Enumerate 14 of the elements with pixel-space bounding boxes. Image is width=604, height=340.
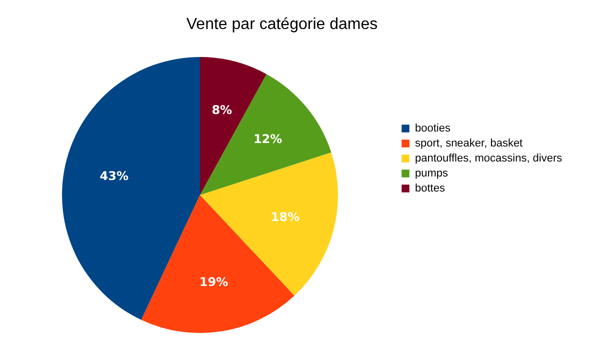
data-label: 12%	[253, 132, 282, 146]
chart-title: Vente par catégorie dames	[186, 16, 378, 33]
legend-label: bottes	[415, 182, 446, 194]
pie-slice	[200, 74, 332, 195]
data-label: 43%	[100, 168, 128, 183]
data-label: 19%	[199, 274, 228, 289]
pie-slice	[62, 57, 200, 320]
legend-label: booties	[415, 122, 451, 134]
data-label: 8%	[212, 102, 232, 117]
data-label: 18%	[270, 210, 300, 224]
legend-label: pumps	[415, 168, 449, 180]
pie-slice	[200, 152, 338, 296]
legend-label: sport, sneaker, basket	[415, 138, 523, 150]
legend-label: pantouffles, mocassins, divers	[415, 152, 563, 164]
